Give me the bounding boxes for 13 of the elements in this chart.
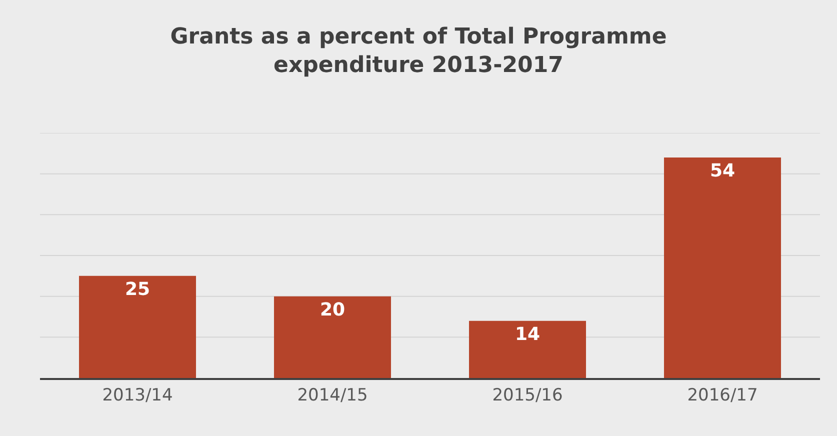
bar — [274, 296, 391, 378]
data-label: 14 — [514, 324, 540, 345]
data-label: 25 — [124, 278, 150, 300]
x-tick-label: 2015/16 — [492, 385, 563, 406]
chart-title: Grants as a percent of Total Programme expenditure 2013-2017 — [170, 24, 667, 78]
bar — [469, 320, 586, 378]
x-tick-label: 2016/17 — [687, 385, 758, 406]
data-label: 54 — [710, 160, 736, 182]
x-tick-label: 2014/15 — [297, 385, 368, 406]
data-label: 20 — [320, 299, 346, 320]
bar — [79, 276, 196, 378]
bar — [664, 158, 781, 378]
x-tick-label: 2013/14 — [102, 385, 173, 406]
